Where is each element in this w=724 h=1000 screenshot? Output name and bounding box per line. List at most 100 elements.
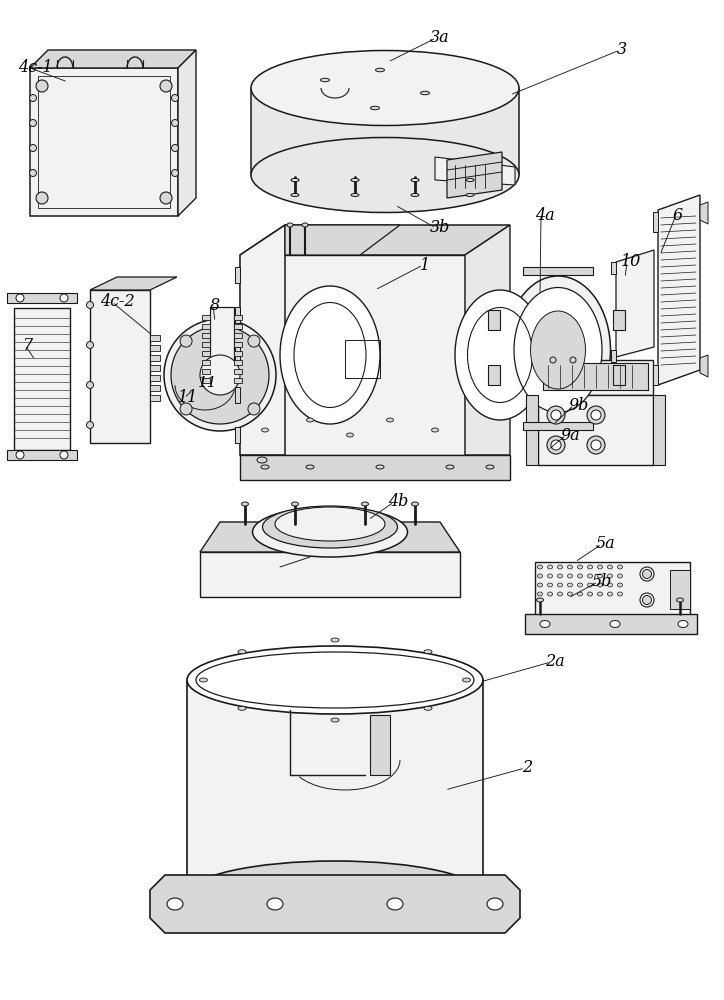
Polygon shape bbox=[526, 395, 538, 465]
Polygon shape bbox=[538, 360, 653, 395]
Polygon shape bbox=[150, 365, 160, 371]
Ellipse shape bbox=[551, 410, 561, 420]
Text: 3a: 3a bbox=[430, 29, 450, 46]
Ellipse shape bbox=[376, 68, 384, 72]
Polygon shape bbox=[202, 342, 210, 347]
Ellipse shape bbox=[351, 178, 359, 182]
Text: 1: 1 bbox=[420, 256, 430, 273]
Text: 9b: 9b bbox=[568, 396, 589, 414]
Text: 6: 6 bbox=[673, 207, 683, 224]
Ellipse shape bbox=[446, 465, 454, 469]
Ellipse shape bbox=[267, 898, 283, 910]
Ellipse shape bbox=[261, 428, 269, 432]
Polygon shape bbox=[370, 715, 390, 775]
Text: 10: 10 bbox=[621, 253, 641, 270]
Ellipse shape bbox=[16, 294, 24, 302]
Polygon shape bbox=[150, 335, 160, 341]
Polygon shape bbox=[240, 225, 510, 255]
Ellipse shape bbox=[640, 593, 654, 607]
Ellipse shape bbox=[351, 194, 359, 196]
Ellipse shape bbox=[16, 451, 24, 459]
Ellipse shape bbox=[171, 326, 269, 424]
Ellipse shape bbox=[537, 592, 542, 596]
Ellipse shape bbox=[160, 80, 172, 92]
Polygon shape bbox=[90, 277, 177, 290]
Polygon shape bbox=[234, 342, 242, 347]
Ellipse shape bbox=[547, 406, 565, 424]
Ellipse shape bbox=[242, 502, 248, 506]
Ellipse shape bbox=[568, 592, 573, 596]
Ellipse shape bbox=[248, 335, 260, 347]
Ellipse shape bbox=[172, 95, 179, 102]
Polygon shape bbox=[523, 422, 593, 430]
Ellipse shape bbox=[331, 718, 339, 722]
Ellipse shape bbox=[550, 357, 556, 363]
Ellipse shape bbox=[676, 598, 683, 602]
Ellipse shape bbox=[261, 465, 269, 469]
Text: 2a: 2a bbox=[545, 654, 565, 670]
Ellipse shape bbox=[200, 355, 240, 395]
Ellipse shape bbox=[86, 302, 93, 308]
Ellipse shape bbox=[610, 620, 620, 628]
Polygon shape bbox=[535, 562, 690, 617]
Ellipse shape bbox=[587, 436, 605, 454]
Polygon shape bbox=[200, 522, 460, 552]
Ellipse shape bbox=[251, 137, 519, 213]
Text: 4c-2: 4c-2 bbox=[100, 294, 135, 310]
Polygon shape bbox=[7, 450, 77, 460]
Ellipse shape bbox=[587, 565, 592, 569]
Ellipse shape bbox=[291, 178, 299, 182]
Ellipse shape bbox=[30, 95, 36, 102]
Polygon shape bbox=[234, 324, 242, 329]
Ellipse shape bbox=[411, 502, 418, 506]
Ellipse shape bbox=[597, 592, 602, 596]
Ellipse shape bbox=[280, 286, 380, 424]
Ellipse shape bbox=[557, 574, 563, 578]
Polygon shape bbox=[187, 680, 483, 895]
Ellipse shape bbox=[180, 403, 192, 415]
Ellipse shape bbox=[642, 595, 652, 604]
Ellipse shape bbox=[607, 583, 613, 587]
Ellipse shape bbox=[537, 583, 542, 587]
Ellipse shape bbox=[505, 276, 610, 424]
Text: 3b: 3b bbox=[430, 220, 450, 236]
Ellipse shape bbox=[60, 294, 68, 302]
Ellipse shape bbox=[570, 357, 576, 363]
Polygon shape bbox=[435, 157, 515, 185]
Ellipse shape bbox=[172, 169, 179, 176]
Ellipse shape bbox=[537, 565, 542, 569]
Ellipse shape bbox=[86, 342, 93, 349]
Ellipse shape bbox=[321, 78, 329, 82]
Polygon shape bbox=[234, 378, 242, 383]
Polygon shape bbox=[30, 68, 178, 216]
Ellipse shape bbox=[253, 507, 408, 557]
Polygon shape bbox=[7, 293, 77, 303]
Text: 4b: 4b bbox=[388, 493, 408, 510]
Ellipse shape bbox=[331, 638, 339, 642]
Ellipse shape bbox=[167, 898, 183, 910]
Ellipse shape bbox=[547, 592, 552, 596]
Polygon shape bbox=[658, 195, 700, 385]
Polygon shape bbox=[611, 350, 616, 362]
Polygon shape bbox=[150, 875, 520, 933]
Polygon shape bbox=[202, 315, 210, 320]
Ellipse shape bbox=[424, 706, 432, 710]
Polygon shape bbox=[613, 310, 625, 330]
Ellipse shape bbox=[486, 465, 494, 469]
Ellipse shape bbox=[587, 574, 592, 578]
Polygon shape bbox=[150, 355, 160, 361]
Ellipse shape bbox=[187, 861, 483, 929]
Ellipse shape bbox=[607, 565, 613, 569]
Polygon shape bbox=[234, 333, 242, 338]
Ellipse shape bbox=[421, 91, 429, 95]
Ellipse shape bbox=[587, 583, 592, 587]
Ellipse shape bbox=[640, 567, 654, 581]
Text: 4a: 4a bbox=[535, 207, 555, 224]
Ellipse shape bbox=[172, 144, 179, 151]
Ellipse shape bbox=[238, 706, 246, 710]
Ellipse shape bbox=[466, 178, 474, 182]
Ellipse shape bbox=[487, 898, 503, 910]
Text: 3: 3 bbox=[617, 41, 627, 58]
Polygon shape bbox=[240, 255, 465, 455]
Ellipse shape bbox=[618, 574, 623, 578]
